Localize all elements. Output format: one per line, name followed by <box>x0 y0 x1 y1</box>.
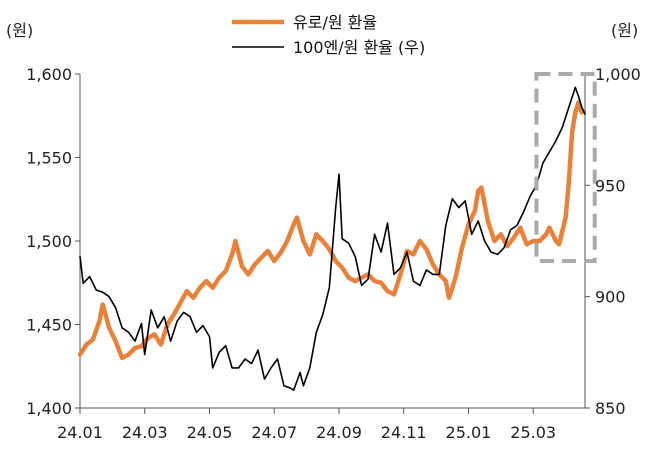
right-axis-unit: (원) <box>611 21 638 40</box>
x-tick-label: 25.01 <box>446 423 492 442</box>
left-tick-label: 1,450 <box>26 316 72 335</box>
right-tick-label: 850 <box>595 399 626 418</box>
left-axis-unit: (원) <box>6 21 33 40</box>
x-tick-label: 24.03 <box>122 423 168 442</box>
x-tick-label: 25.03 <box>510 423 556 442</box>
x-tick-label: 24.01 <box>57 423 103 442</box>
right-tick-label: 900 <box>595 288 626 307</box>
legend: 유로/원 환율 100엔/원 환율 (우) <box>232 13 425 57</box>
labels-layer: 1,400 1,450 1,500 1,550 1,600 850 900 950 1,000 2… <box>26 65 641 442</box>
left-tick-label: 1,550 <box>26 149 72 168</box>
x-tick-label: 24.09 <box>316 423 362 442</box>
x-tick-label: 24.05 <box>187 423 233 442</box>
left-tick-label: 1,500 <box>26 232 72 251</box>
right-tick-label: 1,000 <box>595 65 641 84</box>
legend-label-euro: 유로/원 환율 <box>293 13 377 32</box>
legend-label-yen: 100엔/원 환율 (우) <box>293 38 425 57</box>
series-line-euro <box>77 100 585 361</box>
x-tick-label: 24.11 <box>381 423 427 442</box>
x-tick-label: 24.07 <box>251 423 297 442</box>
right-tick-label: 950 <box>595 176 626 195</box>
left-tick-label: 1,600 <box>26 65 72 84</box>
highlight-box <box>534 72 597 264</box>
series-line-yen <box>79 86 586 391</box>
left-tick-label: 1,400 <box>26 399 72 418</box>
series-layer <box>77 72 597 391</box>
